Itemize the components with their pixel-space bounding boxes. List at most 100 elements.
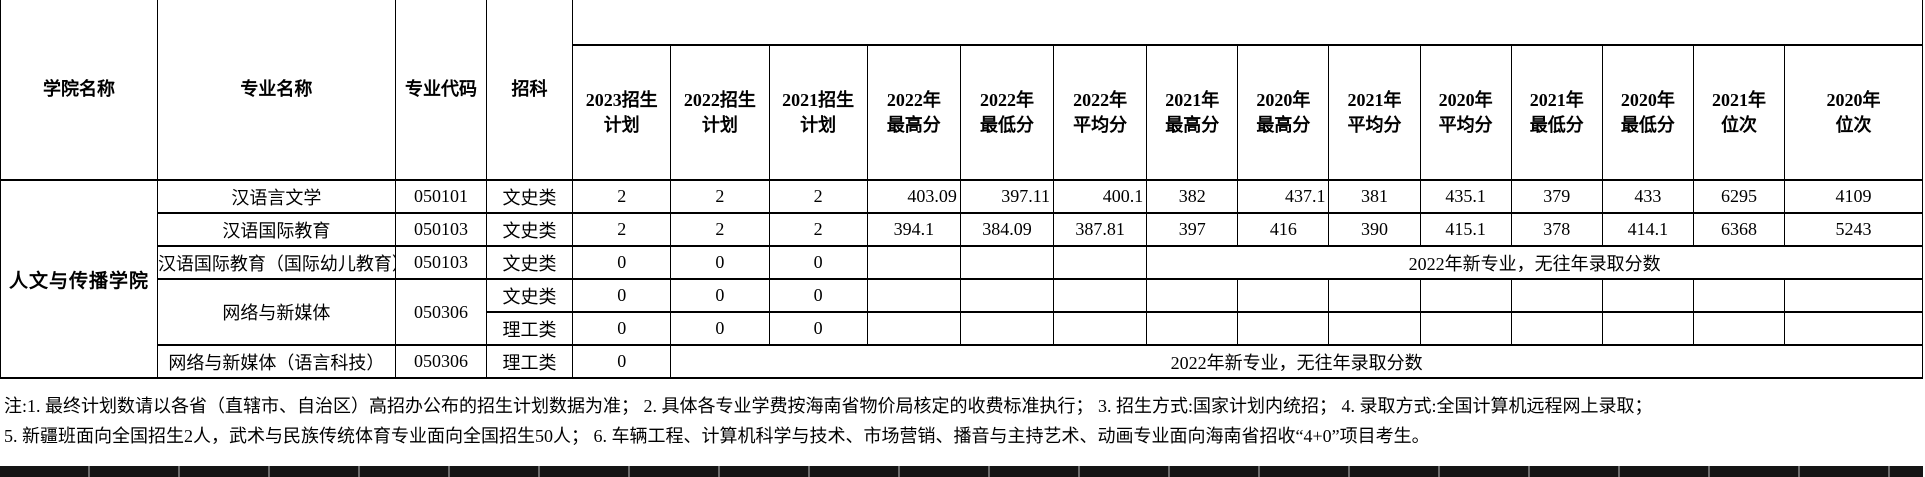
value-cell: 0 bbox=[572, 278, 672, 313]
empty-value-cell bbox=[866, 311, 961, 346]
header-min-2022: 2022年 最低分 bbox=[959, 44, 1055, 181]
value-cell: 2 bbox=[670, 212, 770, 247]
header-avg-2021: 2021年 平均分 bbox=[1328, 44, 1421, 181]
empty-value-cell bbox=[959, 311, 1055, 346]
header-rank-2021: 2021年 位次 bbox=[1692, 44, 1786, 181]
table-row: 人文与传播学院 汉语言文学 050101 文史类 2 2 2 403.09 39… bbox=[0, 179, 1923, 379]
header-max-2020: 2020年 最高分 bbox=[1237, 44, 1330, 181]
value-cell: 4109 bbox=[1784, 179, 1923, 214]
subject-cell: 文史类 bbox=[486, 179, 574, 214]
header-plan-2022: 2022招生 计划 bbox=[670, 44, 770, 181]
table-row: 理工类 0 0 0 bbox=[1, 311, 1923, 346]
empty-value-cell bbox=[1692, 311, 1786, 346]
empty-value-cell bbox=[1419, 311, 1512, 346]
value-cell: 437.1 bbox=[1237, 179, 1330, 214]
value-cell: 0 bbox=[572, 311, 672, 346]
table-row: 汉语国际教育 050103 文史类 2 2 2 394.1 384.09 387… bbox=[1, 212, 1923, 247]
value-cell: 403.09 bbox=[866, 179, 961, 214]
major-cell: 汉语国际教育 bbox=[156, 212, 396, 247]
empty-value-cell bbox=[1692, 278, 1786, 313]
value-cell: 435.1 bbox=[1419, 179, 1512, 214]
empty-value-cell bbox=[1784, 311, 1923, 346]
empty-value-cell bbox=[1146, 311, 1239, 346]
table-row: 汉语国际教育（国际幼儿教育） 050103 文史类 0 0 0 2022年新专业… bbox=[1, 245, 1923, 280]
table-row: 网络与新媒体 050306 文史类 0 0 0 bbox=[1, 278, 1923, 346]
value-cell: 415.1 bbox=[1419, 212, 1512, 247]
empty-value-cell bbox=[1510, 278, 1603, 313]
value-cell: 379 bbox=[1510, 179, 1603, 214]
header-plan-2023: 2023招生 计划 bbox=[572, 44, 672, 181]
code-cell: 050101 bbox=[394, 179, 488, 214]
table-row: 网络与新媒体（语言科技） 050306 理工类 0 2022年新专业，无往年录取… bbox=[1, 344, 1923, 379]
college-name-cell: 人文与传播学院 bbox=[0, 179, 158, 379]
value-cell: 2 bbox=[768, 212, 868, 247]
value-cell: 384.09 bbox=[959, 212, 1055, 247]
subject-cell: 理工类 bbox=[486, 344, 574, 379]
value-cell: 0 bbox=[670, 278, 770, 313]
empty-value-cell bbox=[1784, 278, 1923, 313]
major-cell: 网络与新媒体（语言科技） bbox=[156, 344, 396, 379]
merged-note-cell: 2022年新专业，无往年录取分数 bbox=[670, 344, 1923, 379]
value-cell: 433 bbox=[1601, 179, 1694, 214]
value-cell: 6295 bbox=[1692, 179, 1786, 214]
subject-cell: 文史类 bbox=[486, 245, 574, 280]
value-cell: 0 bbox=[768, 245, 868, 280]
empty-value-cell bbox=[1053, 311, 1148, 346]
empty-value-cell bbox=[866, 245, 961, 280]
value-cell: 0 bbox=[768, 311, 868, 346]
empty-value-cell bbox=[1328, 311, 1421, 346]
empty-value-cell bbox=[1328, 278, 1421, 313]
header-avg-2020: 2020年 平均分 bbox=[1419, 44, 1512, 181]
empty-value-cell bbox=[959, 278, 1055, 313]
header-plan-2021: 2021招生 计划 bbox=[768, 44, 868, 181]
header-code: 专业代码 bbox=[394, 0, 488, 181]
header-min-2021: 2021年 最低分 bbox=[1510, 44, 1603, 181]
value-cell: 2 bbox=[572, 179, 672, 214]
empty-value-cell bbox=[1510, 311, 1603, 346]
header-top-row: 学院名称 专业名称 专业代码 招科 bbox=[0, 0, 1923, 181]
value-cell: 0 bbox=[768, 278, 868, 313]
admission-score-table: 学院名称 专业名称 专业代码 招科 2023招生 计划 2022招生 计划 20… bbox=[0, 0, 1923, 379]
value-cell: 416 bbox=[1237, 212, 1330, 247]
subject-cell: 文史类 bbox=[486, 212, 574, 247]
header-avg-2022: 2022年 平均分 bbox=[1053, 44, 1148, 181]
header-college: 学院名称 bbox=[0, 0, 158, 181]
value-cell: 0 bbox=[670, 311, 770, 346]
subject-cell: 文史类 bbox=[486, 278, 574, 313]
value-cell: 2 bbox=[572, 212, 672, 247]
header-major: 专业名称 bbox=[156, 0, 396, 181]
code-cell: 050103 bbox=[394, 245, 488, 280]
value-cell: 0 bbox=[572, 245, 672, 280]
empty-value-cell bbox=[1419, 278, 1512, 313]
value-cell: 382 bbox=[1146, 179, 1239, 214]
value-cell: 6368 bbox=[1692, 212, 1786, 247]
value-cell: 414.1 bbox=[1601, 212, 1694, 247]
code-cell: 050103 bbox=[394, 212, 488, 247]
value-cell: 390 bbox=[1328, 212, 1421, 247]
empty-value-cell bbox=[1601, 278, 1694, 313]
value-cell: 2 bbox=[670, 179, 770, 214]
value-cell: 0 bbox=[572, 344, 672, 379]
header-blank-cell bbox=[572, 0, 1923, 46]
code-cell: 050306 bbox=[394, 344, 488, 379]
footnote-line-1: 注:1. 最终计划数请以各省（直辖市、自治区）高招办公布的招生计划数据为准； 2… bbox=[4, 396, 1653, 416]
footnote-line-2: 5. 新疆班面向全国招生2人，武术与民族传统体育专业面向全国招生50人； 6. … bbox=[4, 426, 1430, 446]
value-cell: 397 bbox=[1146, 212, 1239, 247]
code-cell: 050306 bbox=[394, 278, 488, 346]
header-metrics-row: 2023招生 计划 2022招生 计划 2021招生 计划 2022年 最高分 … bbox=[1, 44, 1923, 181]
value-cell: 0 bbox=[670, 245, 770, 280]
value-cell: 5243 bbox=[1784, 212, 1923, 247]
empty-value-cell bbox=[1237, 311, 1330, 346]
value-cell: 378 bbox=[1510, 212, 1603, 247]
value-cell: 387.81 bbox=[1053, 212, 1148, 247]
next-section-dark-strip bbox=[0, 466, 1923, 477]
value-cell: 2 bbox=[768, 179, 868, 214]
empty-value-cell bbox=[1053, 278, 1148, 313]
empty-value-cell bbox=[1146, 278, 1239, 313]
major-cell: 汉语国际教育（国际幼儿教育） bbox=[156, 245, 396, 280]
header-min-2020: 2020年 最低分 bbox=[1601, 44, 1694, 181]
merged-note-cell: 2022年新专业，无往年录取分数 bbox=[1146, 245, 1923, 280]
subject-cell: 理工类 bbox=[486, 311, 574, 346]
major-cell: 汉语言文学 bbox=[156, 179, 396, 214]
header-subject: 招科 bbox=[486, 0, 574, 181]
